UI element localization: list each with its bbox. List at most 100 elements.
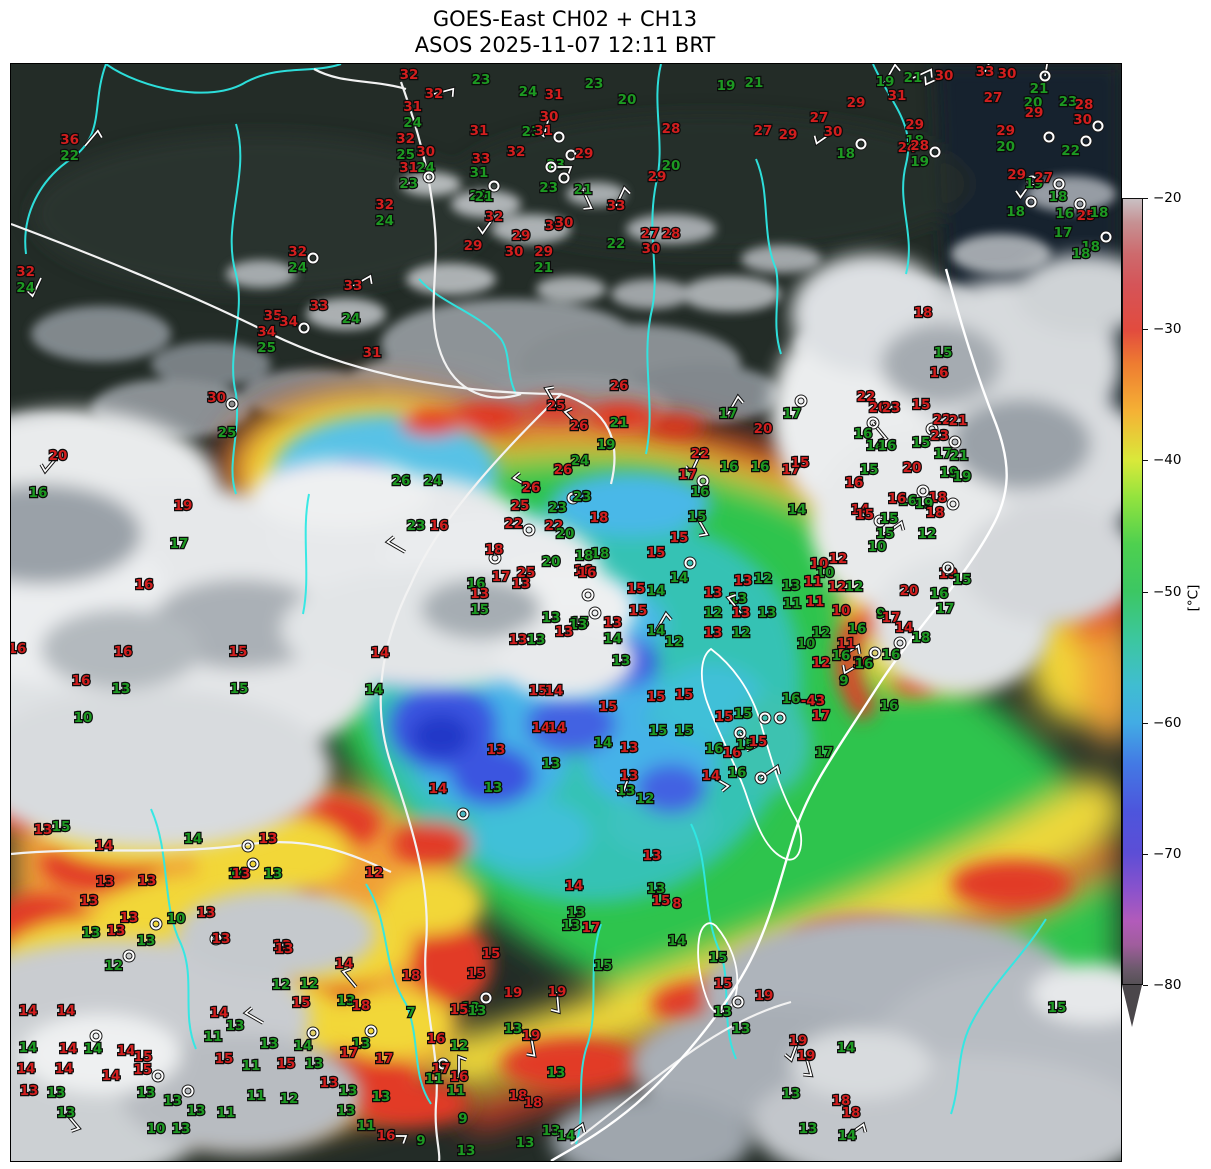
station-temperature: 30 — [207, 390, 226, 406]
station-plot: 15 — [132, 1061, 165, 1083]
station-temperature: 18 — [524, 1095, 543, 1111]
river-lines — [24, 64, 1047, 1145]
station-plot: 16 — [425, 1030, 446, 1048]
station-plot: 7 — [405, 1004, 417, 1022]
station-dewpoint: 21 — [475, 189, 494, 205]
station-dewpoint: 12 — [636, 791, 655, 807]
station-dewpoint: 20 — [662, 158, 681, 174]
station-temperature: 28 — [1075, 97, 1094, 113]
station-plot: 15 — [951, 571, 972, 589]
station-plot: 21 — [902, 66, 934, 87]
station-temperature: 33 — [344, 278, 363, 294]
wind-barb — [872, 422, 888, 442]
station-plot: 31 — [468, 122, 489, 140]
station-circle — [894, 637, 906, 649]
station-dewpoint: 13 — [713, 1004, 732, 1020]
station-dewpoint: 12 — [104, 958, 123, 974]
station-plot: 9 — [838, 672, 850, 690]
station-circle — [150, 918, 162, 930]
station-dewpoint: 13 — [82, 925, 101, 941]
station-temperature: 17 — [882, 610, 901, 626]
station-plot: 33 — [342, 273, 374, 295]
station-dewpoint: 10 — [167, 911, 186, 927]
station-dewpoint: 21 — [574, 182, 593, 198]
station-dewpoint: 20 — [469, 188, 488, 204]
station-temperature: 31 — [534, 123, 553, 139]
station-plot: 14 — [292, 1037, 313, 1055]
colorbar-tick-mark — [1143, 198, 1148, 199]
station-plot: 16 — [572, 562, 593, 580]
station-plot: 17 — [781, 405, 802, 423]
station-dewpoint: 14 — [184, 831, 203, 847]
station-plot — [758, 711, 772, 725]
wind-barb — [550, 991, 560, 1014]
station-plot — [893, 636, 907, 650]
station-plot: 20 — [660, 157, 681, 175]
station-plot: 16 — [928, 364, 949, 382]
station-dewpoint: 11 — [425, 1071, 444, 1087]
station-plot: 30 — [923, 67, 955, 88]
station-plot: 22 — [543, 517, 564, 535]
station-plot: 19 — [938, 464, 959, 482]
station-temperature: 13 — [80, 893, 99, 909]
station-temperature: 18 — [914, 305, 933, 321]
wind-barb — [803, 1055, 813, 1077]
station-circle — [929, 146, 941, 158]
station-plot — [1038, 64, 1052, 83]
station-circle — [365, 1025, 377, 1037]
station-dewpoint: 17 — [815, 745, 834, 761]
station-temperature: 22 — [857, 389, 876, 405]
station-plot: 13 — [797, 1120, 818, 1138]
station-plot: 27 — [808, 109, 829, 127]
station-plot: 14 — [835, 1039, 856, 1057]
station-temperature: 31 — [403, 99, 422, 115]
station-circle — [242, 840, 254, 852]
wind-barb — [477, 216, 495, 235]
station-dewpoint: 13 — [163, 1093, 182, 1109]
station-temperature: 30 — [505, 244, 524, 260]
station-plot: 13 — [271, 937, 292, 955]
station-plot: 14 — [93, 837, 114, 855]
station-plot: 16 — [1054, 197, 1087, 223]
station-temperature: 28 — [662, 121, 681, 137]
wind-barb — [655, 612, 672, 632]
station-plot: 13 — [18, 1082, 39, 1100]
station-plot: 18 — [1070, 245, 1091, 263]
station-plot: 18 — [1088, 204, 1109, 222]
station-dewpoint: 19 — [717, 78, 736, 94]
station-plot: 13 — [565, 904, 586, 922]
station-plot: 13 — [350, 1035, 371, 1053]
station-temperature: 17 — [782, 462, 801, 478]
station-temperature: 13 — [509, 632, 528, 648]
station-plot: 12 — [103, 949, 136, 975]
station-dewpoint: 13 — [782, 1086, 801, 1102]
station-dewpoint: 12 — [812, 625, 831, 641]
station-circle — [565, 149, 577, 161]
station-plot: 30 — [812, 123, 844, 147]
station-temperature: -43 — [801, 693, 825, 709]
station-dewpoint: 18 — [575, 548, 594, 564]
station-temperature: 32 — [375, 197, 394, 213]
station-plot: 16 — [841, 654, 873, 676]
station-plot: 13 — [732, 572, 753, 590]
station-plot: 15 — [592, 957, 613, 975]
station-plot: 23 — [929, 427, 962, 449]
station-plot: 20 — [752, 420, 773, 438]
station-plot: 19 — [172, 497, 193, 515]
station-temperature: 13 — [320, 1075, 339, 1091]
station-plot: 15 — [448, 1001, 469, 1019]
station-plot: 30 — [553, 214, 574, 232]
station-plot: 14 — [555, 1121, 587, 1145]
station-dewpoint: 11 — [217, 1105, 236, 1121]
station-temperature: 25 — [517, 565, 536, 581]
station-plot: 16 — [886, 490, 907, 508]
station-dewpoint: 15 — [230, 681, 249, 697]
station-plot: 21 — [1028, 80, 1049, 98]
station-plot: 17 — [880, 609, 901, 627]
station-temperature: 15 — [629, 603, 648, 619]
station-temperature: 16 — [114, 644, 133, 660]
station-temperature: 14 — [17, 1061, 36, 1077]
station-temperature: 16 — [930, 365, 949, 381]
station-dewpoint: 14 — [365, 682, 384, 698]
